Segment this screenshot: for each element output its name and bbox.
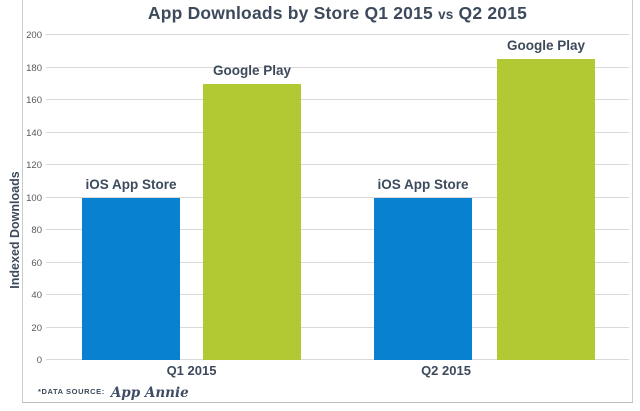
gridline-0 [46,359,629,360]
bar-q1-2015-ios-app-store [82,197,180,360]
chart-title: App Downloads by Store Q1 2015 vs Q2 201… [46,3,629,24]
x-axis-label-q2-2015: Q2 2015 [421,363,471,378]
gridline-80 [46,229,629,230]
gridline-20 [46,326,629,328]
y-tick-label-180: 180 [26,62,42,74]
chart-title-main: App Downloads by Store Q1 2015 [147,3,433,23]
y-tick-label-80: 80 [31,225,42,236]
chart-title-tail: Q2 2015 [458,3,528,23]
y-tick-label-120: 120 [26,160,42,171]
y-tick-label-60: 60 [31,257,42,269]
data-source-label: *DATA SOURCE: [38,387,105,396]
gridline-160 [46,99,629,100]
bar-q2-2015-ios-app-store [374,197,472,360]
y-tick-label-100: 100 [26,192,42,204]
bar-q1-2015-google-play [203,83,301,360]
y-tick-label-0: 0 [36,355,42,366]
footer: *DATA SOURCE: App Annie [38,384,189,402]
y-tick-label-20: 20 [31,322,42,334]
y-tick-label-200: 200 [26,30,42,41]
gridline-200 [46,34,629,35]
gridline-40 [46,294,629,295]
gridline-60 [46,261,629,263]
plot-area [46,34,629,360]
y-tick-label-160: 160 [26,95,42,106]
gridline-120 [46,164,629,165]
chart-title-vs: vs [438,7,454,22]
app-annie-logo: App Annie [110,385,189,401]
gridline-180 [46,66,629,68]
x-axis-label-q1-2015: Q1 2015 [166,363,217,378]
y-tick-label-40: 40 [31,290,42,301]
gridline-140 [46,131,629,133]
card-border [22,0,633,403]
bar-label-ios-app-store: iOS App Store [377,176,469,192]
gridline-100 [46,196,629,198]
bar-label-ios-app-store: iOS App Store [85,176,177,192]
bar-label-google-play: Google Play [506,38,586,54]
bar-q2-2015-google-play [497,59,595,360]
bar-label-google-play: Google Play [212,62,292,78]
y-tick-label-140: 140 [26,127,42,139]
